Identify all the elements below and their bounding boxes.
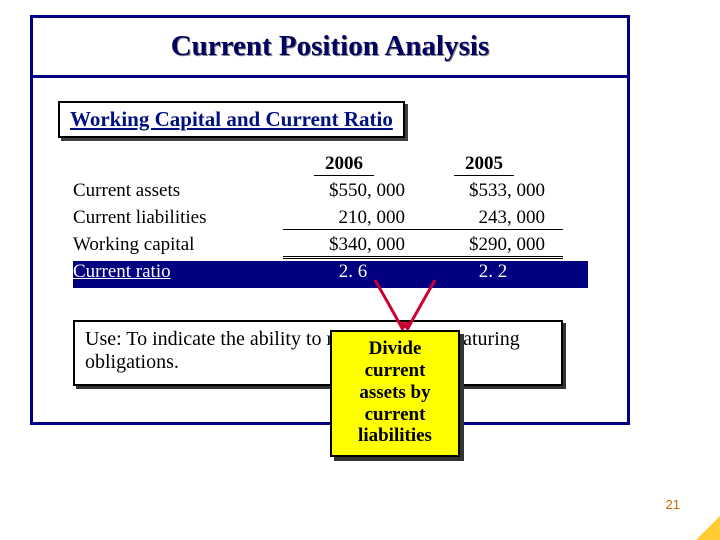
- page-title: Current Position Analysis: [171, 30, 490, 62]
- callout-line: current: [336, 404, 454, 426]
- use-box: Use: To indicate the ability to meet cur…: [73, 320, 563, 386]
- cell: $533, 000: [423, 180, 563, 202]
- formula-callout: Divide current assets by current liabili…: [330, 330, 460, 457]
- table-row: Current liabilities 210, 000 243, 000: [73, 207, 588, 234]
- cell: $340, 000: [283, 234, 423, 259]
- callout-line: assets by: [336, 382, 454, 404]
- row-label: Current assets: [73, 180, 283, 202]
- data-table: 2006 2005 Current assets $550, 000 $533,…: [73, 153, 588, 288]
- table-header-row: 2006 2005: [73, 153, 588, 180]
- callout-line: liabilities: [336, 425, 454, 447]
- table-row: Working capital $340, 000 $290, 000: [73, 234, 588, 261]
- table-row-highlight: Current ratio 2. 6 2. 2: [73, 261, 588, 288]
- row-label: Current liabilities: [73, 207, 283, 229]
- callout-arrows-icon: [355, 275, 455, 335]
- cell: 243, 000: [423, 207, 563, 230]
- corner-fold-icon: [696, 516, 720, 540]
- header-year2: 2005: [423, 153, 563, 176]
- row-label: Working capital: [73, 234, 283, 256]
- subtitle-text: Working Capital and Current Ratio: [70, 107, 393, 131]
- table-row: Current assets $550, 000 $533, 000: [73, 180, 588, 207]
- callout-line: current: [336, 360, 454, 382]
- row-label: Current ratio: [73, 261, 283, 283]
- cell: $290, 000: [423, 234, 563, 259]
- subtitle-box: Working Capital and Current Ratio: [58, 101, 405, 138]
- cell: 210, 000: [283, 207, 423, 230]
- page-number: 21: [666, 497, 680, 512]
- cell: $550, 000: [283, 180, 423, 202]
- title-bar: Current Position Analysis: [33, 18, 627, 78]
- header-year1: 2006: [283, 153, 423, 176]
- callout-line: Divide: [336, 338, 454, 360]
